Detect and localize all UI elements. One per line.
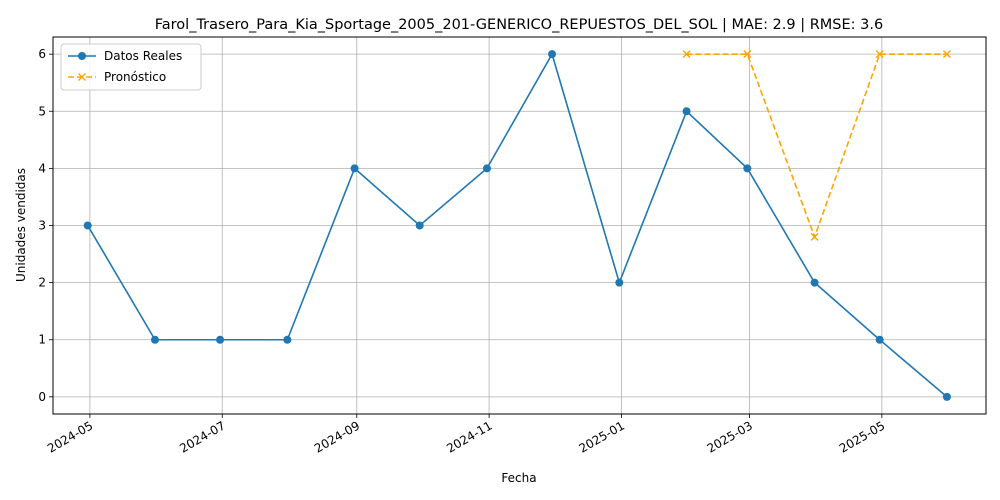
legend-label: Pronóstico <box>104 70 166 84</box>
grid <box>53 37 986 414</box>
y-tick-label: 4 <box>38 161 46 175</box>
data-point <box>350 164 359 173</box>
data-point <box>150 335 159 344</box>
series-forecast <box>682 50 951 241</box>
y-tick-label: 1 <box>38 333 46 347</box>
data-point <box>216 335 225 344</box>
legend-label: Datos Reales <box>104 49 182 63</box>
data-point <box>415 221 424 230</box>
data-point <box>810 278 819 287</box>
data-point <box>615 278 624 287</box>
data-point <box>810 232 819 241</box>
data-point <box>942 392 951 401</box>
y-tick-label: 2 <box>38 276 46 290</box>
series-actual <box>83 50 951 401</box>
series-line <box>87 52 948 398</box>
y-tick-label: 6 <box>38 47 46 61</box>
legend-marker <box>78 73 86 81</box>
data-point <box>548 50 557 59</box>
data-point <box>83 221 92 230</box>
y-tick-label: 5 <box>38 104 46 118</box>
data-point <box>743 50 752 59</box>
x-axis-label: Fecha <box>501 471 536 485</box>
data-point <box>482 164 491 173</box>
y-axis: 0 1 2 3 4 5 6 <box>38 47 53 404</box>
legend-marker <box>78 52 86 60</box>
data-point <box>682 107 691 116</box>
series-layer <box>83 50 951 401</box>
data-point <box>875 50 884 59</box>
legend: Datos Reales Pronóstico <box>60 43 202 91</box>
data-point <box>682 50 691 59</box>
data-point <box>283 335 292 344</box>
data-point <box>875 335 884 344</box>
data-point <box>743 164 752 173</box>
data-point <box>942 50 951 59</box>
y-tick-label: 3 <box>38 219 46 233</box>
y-axis-label: Unidades vendidas <box>14 168 28 282</box>
chart-title: Farol_Trasero_Para_Kia_Sportage_2005_201… <box>155 17 883 33</box>
y-tick-label: 0 <box>38 390 46 404</box>
